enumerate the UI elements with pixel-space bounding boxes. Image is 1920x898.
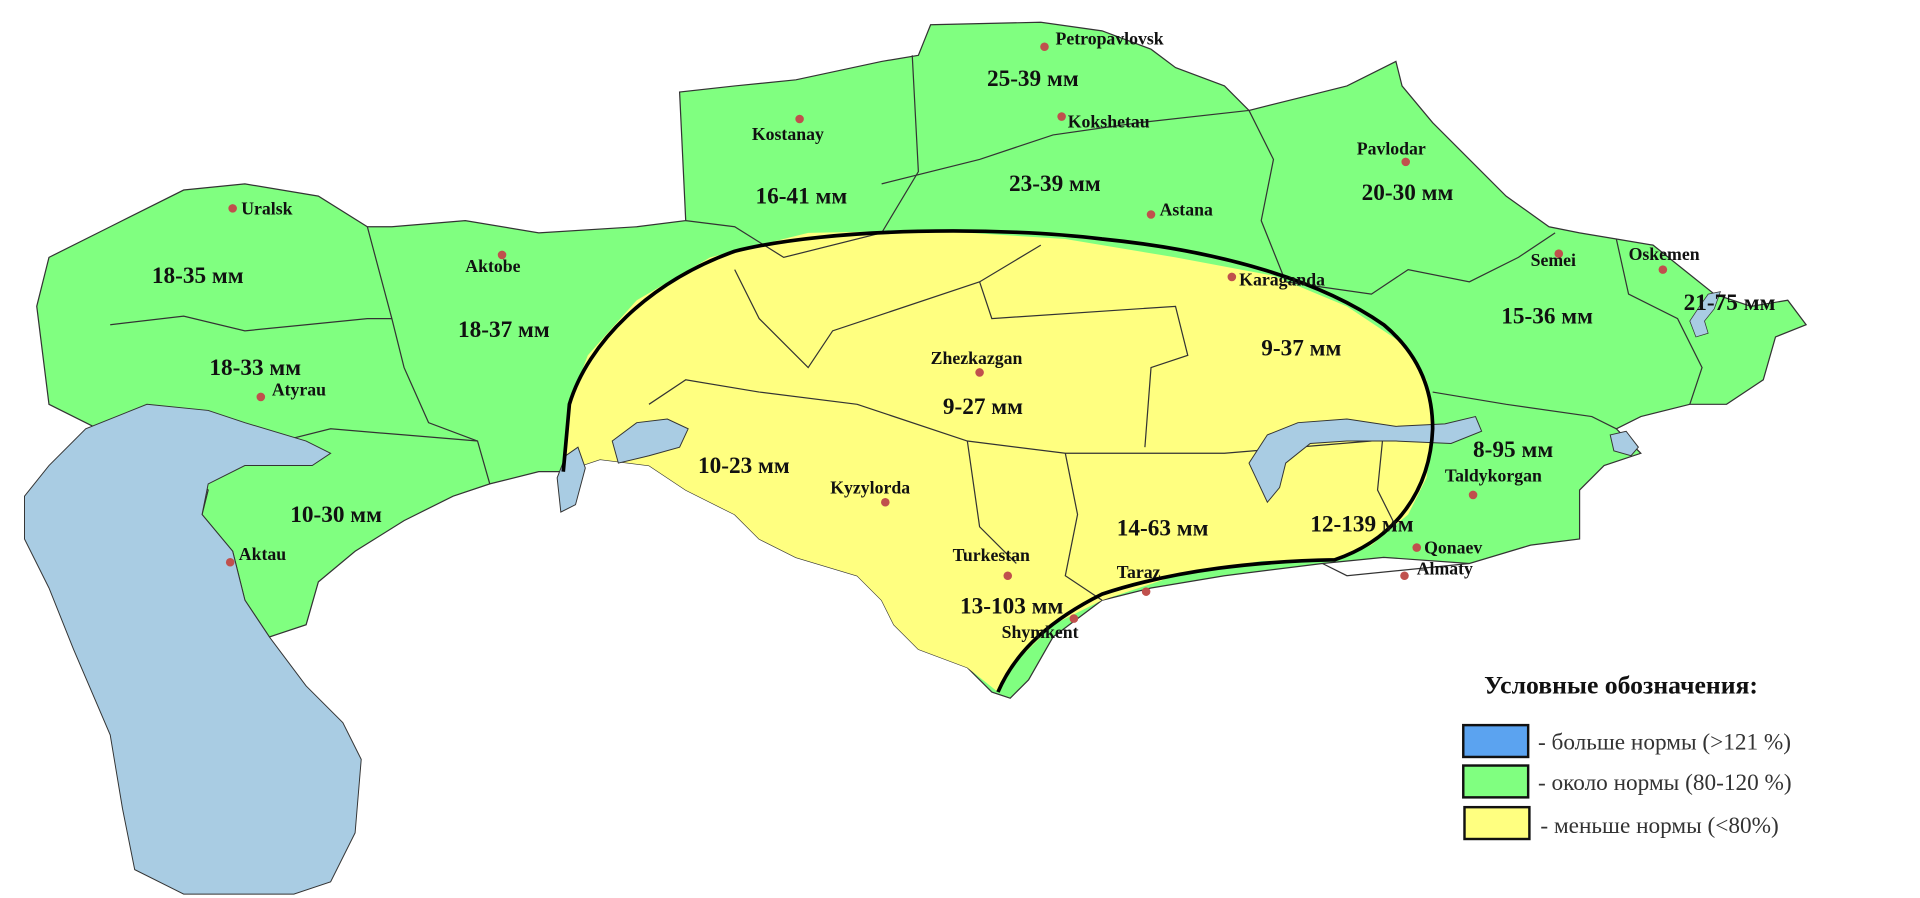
city-label: Almaty [1417,559,1473,579]
city-label: Astana [1160,200,1213,220]
legend-swatch-near [1462,764,1530,799]
region-value: 9-27 мм [943,394,1023,420]
legend-label-below: - меньше нормы (<80%) [1540,813,1778,839]
region-value: 18-33 мм [209,355,301,381]
lake-balkhash [1248,415,1483,504]
city-dot [1057,112,1066,121]
city-label: Taraz [1117,562,1161,582]
city-dot [1003,571,1013,581]
city-dot [795,114,804,124]
city-dot [1412,543,1422,552]
city-dot [1069,614,1079,623]
region-value: 18-35 мм [152,263,244,289]
city-dot [881,497,890,507]
legend-swatch-above [1462,723,1530,759]
city-dot [1658,265,1668,274]
city-label: Kostanay [752,124,824,144]
region-value: 10-23 мм [698,453,790,479]
region-value: 13-103 мм [960,594,1064,620]
region-value: 9-37 мм [1261,335,1341,361]
city-label: Karaganda [1239,270,1325,290]
city-markers: Petropavlovsk Kokshetau Astana Kostanay Pavl… [225,28,1700,642]
city-dot [1554,249,1564,258]
city-dot [1141,587,1151,596]
city-label: Zhezkazgan [931,348,1023,368]
region-boundaries [110,55,1703,601]
region-value: 21-75 мм [1684,290,1776,316]
city-dot [1227,272,1237,282]
city-label: Kyzylorda [830,478,910,498]
legend-swatch-below [1463,805,1531,841]
legend: Условные обозначения: - больше нормы (>1… [1462,670,1792,841]
region-value: 12-139 мм [1310,512,1414,538]
city-dot [1146,210,1156,219]
legend-title: Условные обозначения: [1484,670,1758,699]
region-value: 15-36 мм [1501,303,1593,329]
city-label: Petropavlovsk [1056,28,1164,48]
deficit-zone-boundary [561,229,1435,693]
lake-alakol [1609,430,1639,457]
caspian-sea [24,403,362,895]
city-label: Atyrau [272,380,326,400]
city-label: Turkestan [953,545,1030,565]
city-label: Semei [1531,250,1576,270]
region-value: 20-30 мм [1362,180,1454,206]
city-label: Shymkent [1002,622,1079,642]
region-value: 10-30 мм [290,502,382,528]
city-dot [975,368,984,377]
city-dot [1040,42,1049,52]
city-label: Pavlodar [1357,139,1426,159]
below-norm-zone [563,230,1433,693]
city-label: Taldykorgan [1445,465,1542,485]
city-dot [497,250,507,260]
region-value: 8-95 мм [1473,437,1553,463]
city-label: Kokshetau [1068,112,1150,132]
city-dot [225,557,235,567]
city-dot [228,204,237,213]
city-dot [1401,157,1410,167]
region-value: 25-39 мм [987,66,1079,92]
city-dot [1468,490,1478,500]
bukhtarma-reservoir [1689,291,1721,338]
region-value: 16-41 мм [756,183,848,209]
city-label: Aktau [239,544,286,564]
legend-label-above: - больше нормы (>121 %) [1538,730,1791,756]
region-value: 23-39 мм [1009,171,1101,197]
city-dot [256,392,266,402]
legend-label-near: - около нормы (80-120 %) [1538,770,1792,796]
region-value: 18-37 мм [458,317,550,343]
region-values: 25-39 мм 23-39 мм 16-41 мм 20-30 мм 18-35 мм… [152,66,1776,620]
city-dot [1400,571,1409,581]
city-label: Oskemen [1629,244,1700,264]
region-value: 14-63 мм [1117,515,1209,541]
city-label: Qonaev [1424,538,1482,558]
city-label: Uralsk [241,199,292,219]
city-label: Aktobe [465,256,520,276]
